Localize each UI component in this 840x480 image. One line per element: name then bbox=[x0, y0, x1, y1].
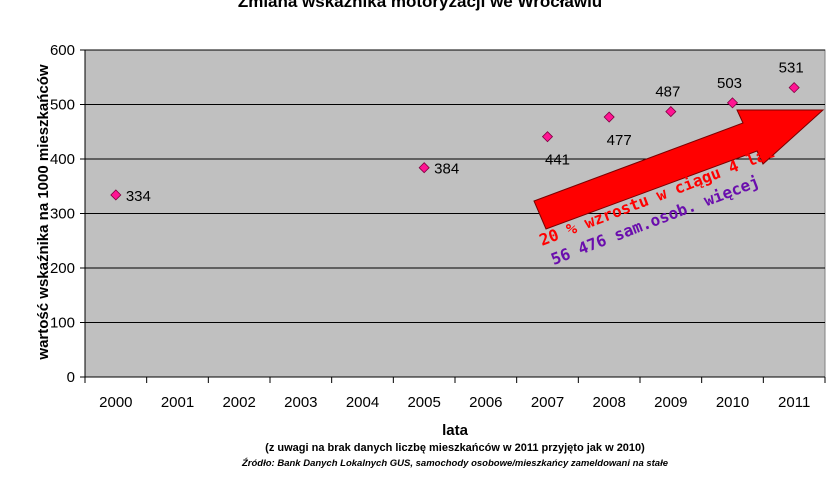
x-axis-title: lata bbox=[442, 422, 469, 439]
data-label-2005: 384 bbox=[434, 161, 459, 178]
y-axis-title: wartość wskaźnika na 1000 mieszkańców bbox=[35, 64, 52, 360]
chart-title: Zmiana wskaźnika motoryzacji we Wrocławi… bbox=[238, 0, 602, 11]
x-tick-label-2006: 2006 bbox=[469, 394, 502, 411]
growth-arrow bbox=[533, 109, 825, 230]
data-label-2010: 503 bbox=[717, 75, 742, 92]
data-points bbox=[110, 82, 800, 201]
data-point-2011 bbox=[788, 82, 800, 94]
data-label-2009: 487 bbox=[655, 84, 680, 101]
x-tick-label-2001: 2001 bbox=[161, 394, 194, 411]
data-point-2007 bbox=[541, 131, 554, 143]
y-tick-label-0: 0 bbox=[67, 369, 75, 386]
x-tick-labels: 2000 2001 2002 2003 2004 2005 2006 2007 2008 2009… bbox=[99, 394, 810, 411]
data-labels: 334 384 441 477 487 503 531 bbox=[126, 60, 804, 205]
data-label-2000: 334 bbox=[126, 188, 151, 205]
y-tick-label-400: 400 bbox=[50, 151, 75, 168]
data-point-2010 bbox=[726, 97, 739, 109]
x-tick-label-2010: 2010 bbox=[716, 394, 749, 411]
chart-note: (z uwagi na brak danych liczbę mieszkańc… bbox=[265, 442, 645, 454]
data-point-2009 bbox=[665, 106, 677, 118]
data-label-2011: 531 bbox=[779, 60, 804, 77]
data-label-2007: 441 bbox=[545, 152, 570, 169]
x-tick-label-2005: 2005 bbox=[407, 394, 440, 411]
data-point-2008 bbox=[603, 111, 615, 123]
x-tick-label-2008: 2008 bbox=[592, 394, 625, 411]
y-tick-label-200: 200 bbox=[50, 260, 75, 277]
x-tick-label-2003: 2003 bbox=[284, 394, 317, 411]
x-tick-label-2004: 2004 bbox=[346, 394, 379, 411]
y-tick-label-300: 300 bbox=[50, 206, 75, 223]
x-tick-label-2000: 2000 bbox=[99, 394, 132, 411]
data-point-2005 bbox=[418, 162, 430, 174]
x-tick-label-2002: 2002 bbox=[222, 394, 255, 411]
y-tick-label-100: 100 bbox=[50, 315, 75, 332]
x-tick-label-2009: 2009 bbox=[654, 394, 687, 411]
growth-arrow-shape bbox=[533, 109, 825, 230]
data-label-2008: 477 bbox=[607, 132, 632, 149]
y-tick-labels: 0 100 200 300 400 500 600 bbox=[50, 42, 75, 386]
y-tick-label-500: 500 bbox=[50, 97, 75, 114]
x-tick-label-2007: 2007 bbox=[531, 394, 564, 411]
data-point-2000 bbox=[110, 189, 122, 201]
x-tick-label-2011: 2011 bbox=[778, 394, 810, 411]
chart-source: Źródło: Bank Danych Lokalnych GUS, samoc… bbox=[241, 458, 669, 469]
y-tick-label-600: 600 bbox=[50, 42, 75, 59]
